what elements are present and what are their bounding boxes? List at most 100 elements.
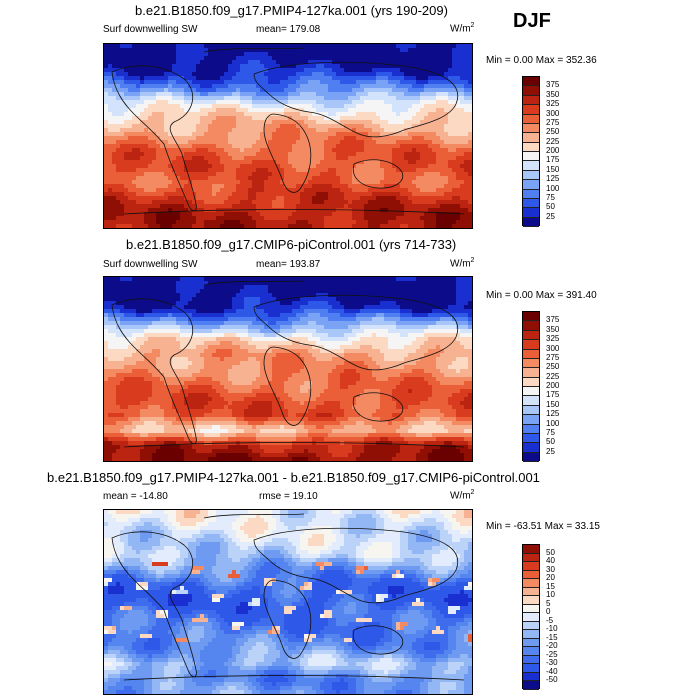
- field-cell: [228, 188, 233, 193]
- field-cell: [236, 301, 241, 306]
- field-cell: [128, 176, 133, 181]
- field-cell: [208, 220, 213, 225]
- field-cell: [332, 285, 337, 290]
- field-cell: [436, 301, 441, 306]
- field-cell: [156, 289, 161, 294]
- field-cell: [164, 108, 169, 113]
- field-cell: [316, 124, 321, 129]
- field-cell: [356, 128, 361, 133]
- field-cell: [324, 216, 329, 221]
- field-cell: [352, 84, 357, 89]
- field-cell: [304, 100, 309, 105]
- field-cell: [448, 120, 453, 125]
- field-cell: [276, 60, 281, 65]
- field-cell: [260, 184, 265, 189]
- field-cell: [168, 285, 173, 290]
- field-cell: [124, 136, 129, 141]
- field-cell: [256, 92, 261, 97]
- field-cell: [284, 140, 289, 145]
- field-cell: [360, 148, 365, 153]
- field-cell: [344, 112, 349, 117]
- field-cell: [176, 48, 181, 53]
- field-cell: [168, 293, 173, 298]
- field-cell: [440, 152, 445, 157]
- field-cell: [420, 188, 425, 193]
- field-cell: [380, 100, 385, 105]
- field-cell: [160, 132, 165, 137]
- field-cell: [284, 224, 289, 228]
- field-cell: [424, 124, 429, 129]
- field-cell: [456, 172, 461, 177]
- field-cell: [436, 160, 441, 165]
- field-cell: [156, 140, 161, 145]
- field-cell: [252, 148, 257, 153]
- field-cell: [412, 220, 417, 225]
- field-cell: [152, 92, 157, 97]
- field-cell: [328, 104, 333, 109]
- field-cell: [456, 72, 461, 77]
- field-cell: [372, 212, 377, 217]
- field-cell: [376, 56, 381, 61]
- field-cell: [384, 92, 389, 97]
- field-cell: [116, 277, 121, 282]
- field-cell: [220, 56, 225, 61]
- field-cell: [284, 196, 289, 201]
- field-cell: [184, 100, 189, 105]
- field-cell: [144, 277, 149, 282]
- field-cell: [392, 112, 397, 117]
- field-cell: [388, 124, 393, 129]
- field-cell: [404, 184, 409, 189]
- field-cell: [380, 112, 385, 117]
- field-cell: [412, 196, 417, 201]
- field-cell: [340, 301, 345, 306]
- field-cell: [140, 60, 145, 65]
- field-cell: [336, 196, 341, 201]
- field-cell: [428, 204, 433, 209]
- field-cell: [256, 180, 261, 185]
- field-cell: [308, 72, 313, 77]
- field-cell: [124, 80, 129, 85]
- field-cell: [344, 56, 349, 61]
- field-cell: [400, 224, 405, 228]
- field-cell: [108, 172, 113, 177]
- field-cell: [140, 289, 145, 294]
- field-cell: [432, 76, 437, 81]
- field-cell: [244, 208, 249, 213]
- field-cell: [140, 72, 145, 77]
- field-cell: [140, 204, 145, 209]
- field-cell: [316, 128, 321, 133]
- field-cell: [212, 305, 217, 310]
- field-cell: [176, 297, 181, 302]
- field-cell: [360, 224, 365, 228]
- field-cell: [256, 212, 261, 217]
- field-cell: [312, 68, 317, 73]
- field-cell: [240, 136, 245, 141]
- field-cell: [204, 277, 209, 282]
- field-cell: [328, 188, 333, 193]
- field-cell: [208, 56, 213, 61]
- field-cell: [240, 160, 245, 165]
- field-cell: [228, 100, 233, 105]
- field-cell: [240, 52, 245, 57]
- field-cell: [192, 212, 197, 217]
- field-cell: [200, 224, 205, 228]
- field-cell: [216, 305, 221, 310]
- field-cell: [444, 140, 449, 145]
- field-cell: [264, 297, 269, 302]
- field-cell: [116, 289, 121, 294]
- field-cell: [284, 60, 289, 65]
- field-cell: [360, 220, 365, 225]
- field-cell: [432, 156, 437, 161]
- field-cell: [452, 224, 457, 228]
- field-cell: [212, 120, 217, 125]
- field-cell: [224, 88, 229, 93]
- field-cell: [252, 204, 257, 209]
- field-cell: [400, 100, 405, 105]
- field-cell: [228, 104, 233, 109]
- field-cell: [328, 204, 333, 209]
- field-cell: [268, 128, 273, 133]
- field-cell: [204, 136, 209, 141]
- field-cell: [408, 164, 413, 169]
- field-cell: [112, 120, 117, 125]
- field-cell: [428, 148, 433, 153]
